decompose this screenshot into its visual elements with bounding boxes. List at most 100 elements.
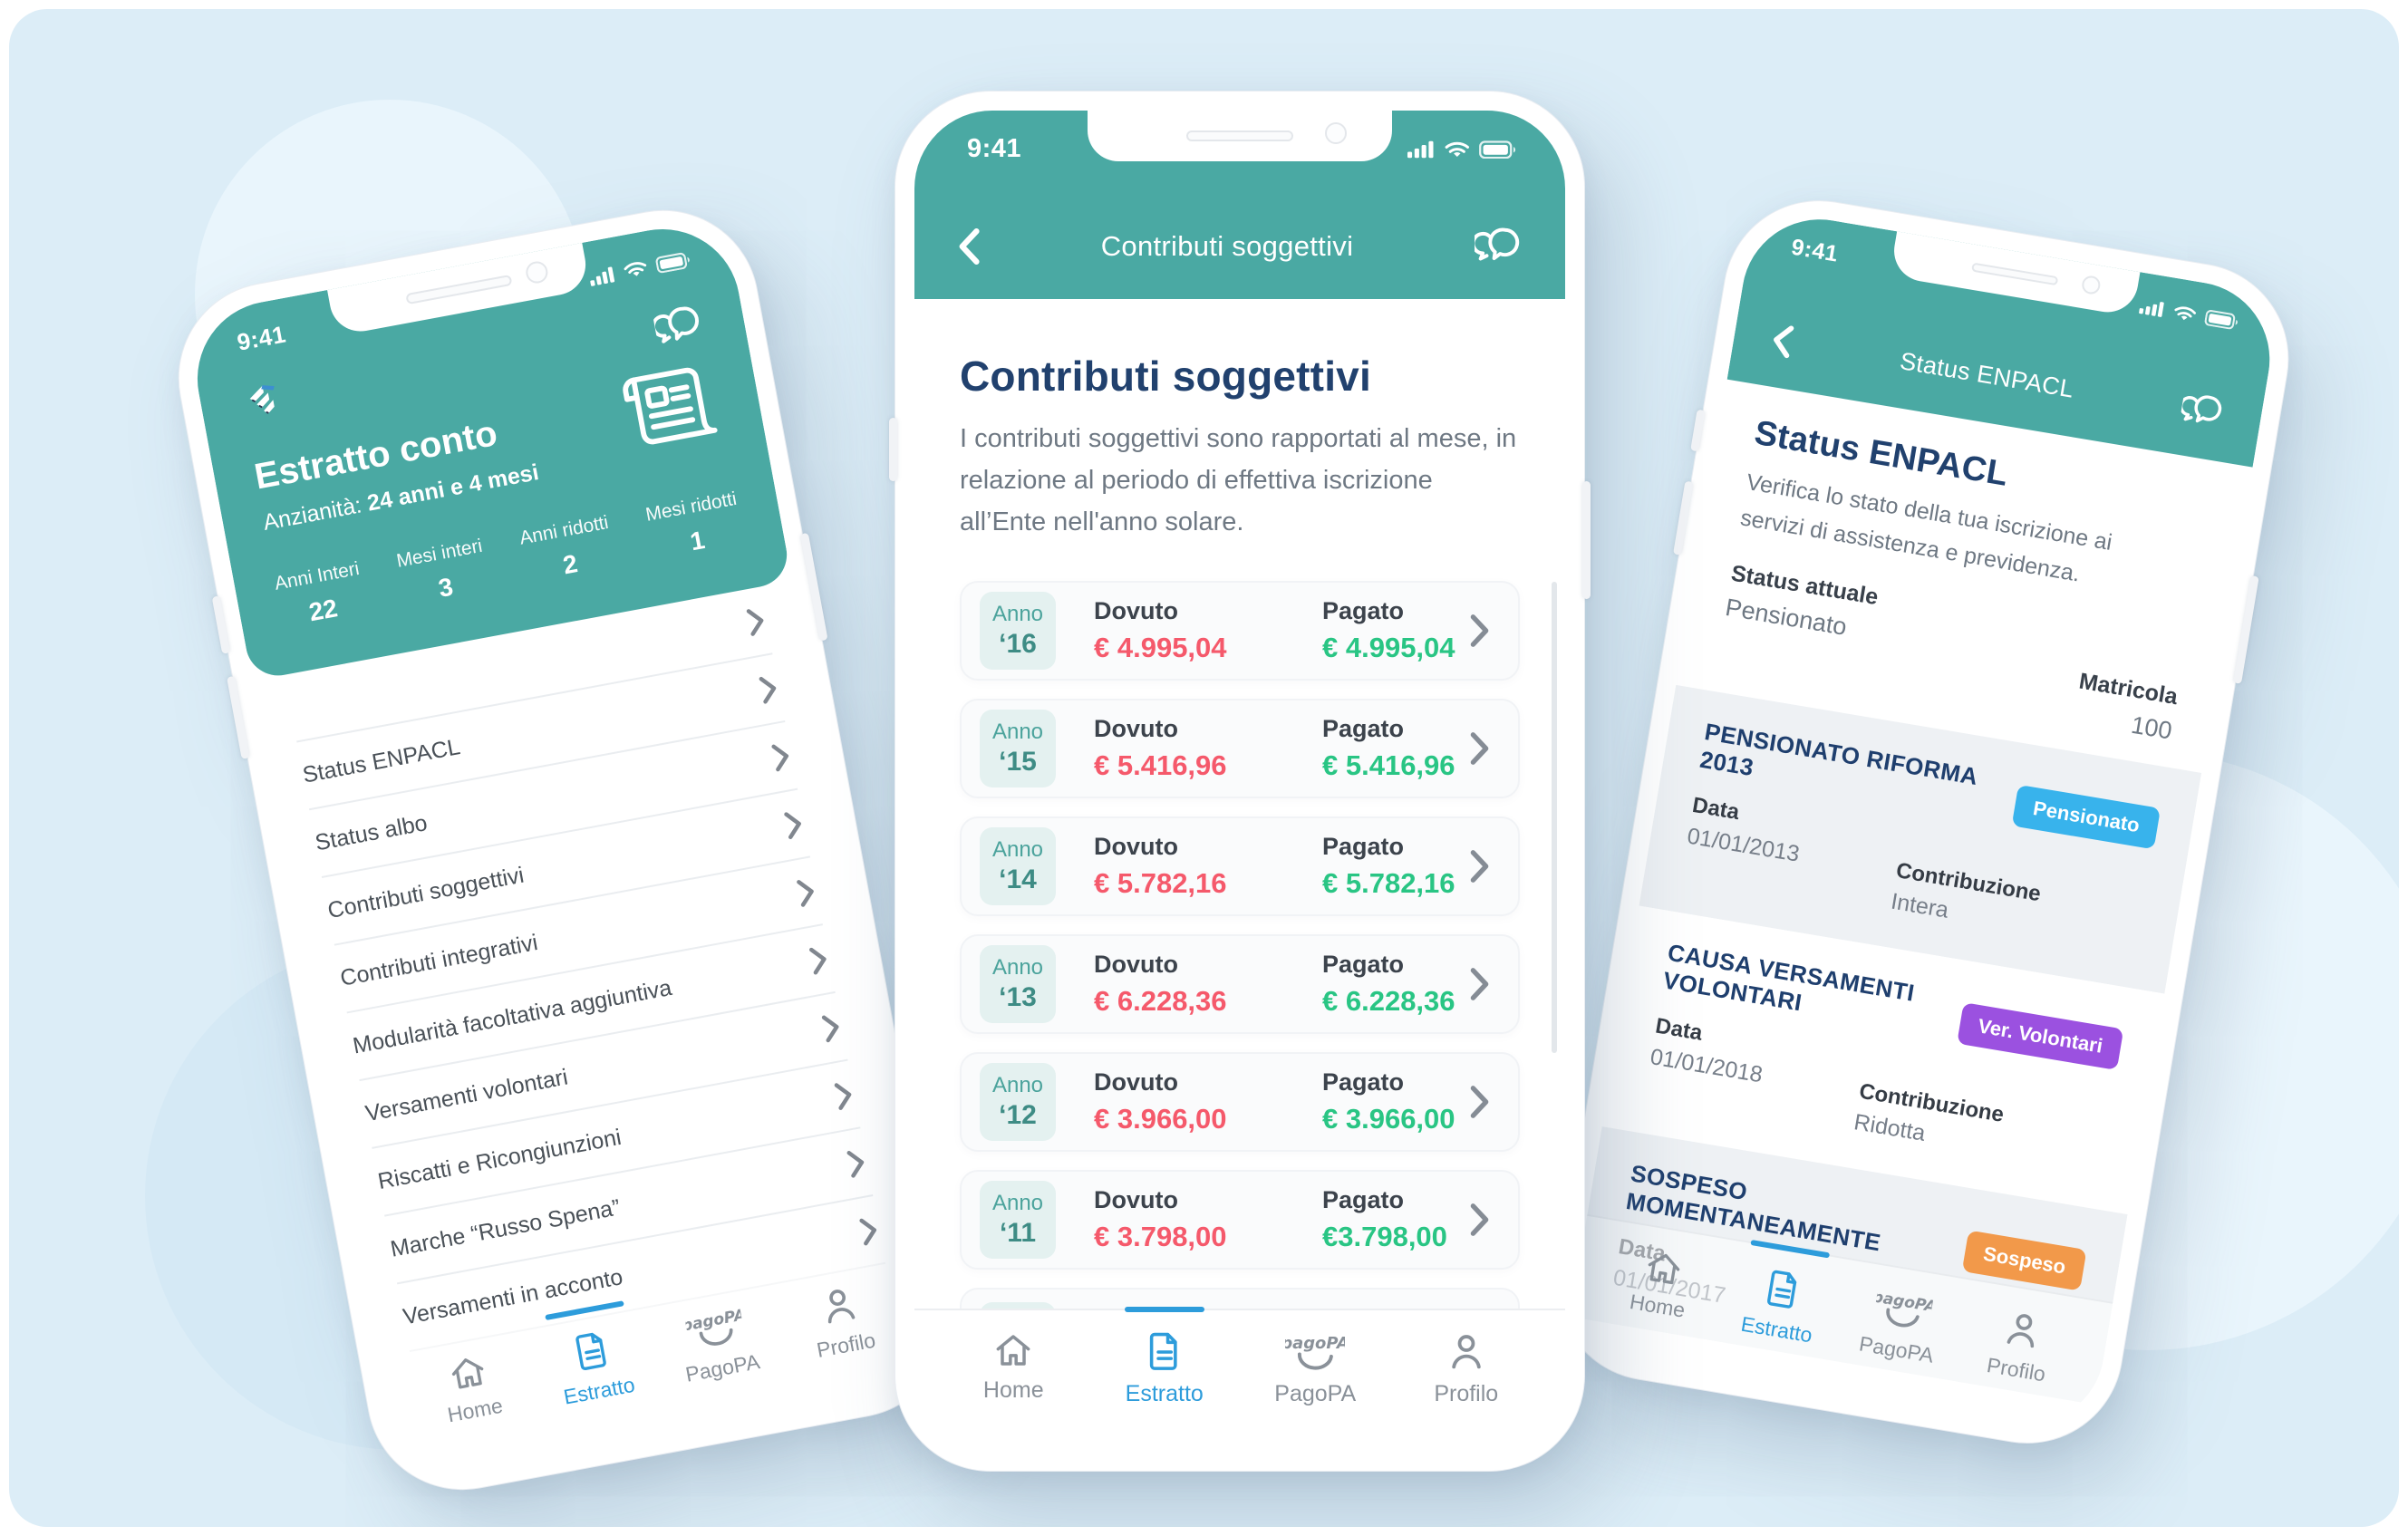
tab-home[interactable]: Home <box>400 1323 548 1480</box>
chevron-right-icon <box>794 876 818 908</box>
estratto-menu-list: Status ENPACL Status albo Contributi sog… <box>252 581 917 1358</box>
year-chip: Anno ‘11 <box>980 1181 1056 1260</box>
tab-label: Estratto <box>1125 1381 1204 1406</box>
signal-icon <box>587 266 615 286</box>
person-icon <box>822 1287 856 1324</box>
tab-label: PagoPA <box>1857 1331 1936 1367</box>
chevron-right-icon <box>1469 613 1491 648</box>
signal-icon <box>1407 140 1434 159</box>
pagato-column: Pagato € 5.782,16 <box>1322 833 1469 900</box>
background-panel: 9:41 Estratto conto <box>9 9 2399 1527</box>
tab-estratto[interactable]: Estratto <box>1708 1240 1851 1392</box>
contributions-list: Anno ‘16 Dovuto € 4.995,04 Pagato € 4.99… <box>960 581 1520 1343</box>
data-label: Data <box>1585 1425 1798 1436</box>
stat-label: Anni Interi <box>273 557 362 594</box>
anno-label: Anno <box>991 602 1044 627</box>
navigation-bar: Contributi soggettivi <box>914 194 1565 299</box>
chevron-right-icon <box>757 673 781 705</box>
document-icon <box>575 1331 607 1371</box>
contribution-row-2013[interactable]: Anno ‘13 Dovuto € 6.228,36 Pagato € 6.22… <box>960 934 1520 1035</box>
anno-label: Anno <box>991 1073 1044 1098</box>
anno-label: Anno <box>991 955 1044 981</box>
status-icons <box>1407 140 1516 159</box>
bottom-tab-bar: Home Estratto PagoPA Profilo <box>914 1309 1565 1452</box>
chevron-right-icon <box>1469 1085 1491 1119</box>
data-column: Data 01/01/2013 <box>1680 793 1903 914</box>
contribution-row-2015[interactable]: Anno ‘15 Dovuto € 5.416,96 Pagato € 5.41… <box>960 699 1520 799</box>
tab-label: Profilo <box>815 1328 877 1362</box>
tab-label: Estratto <box>561 1372 637 1409</box>
chevron-right-icon <box>1469 1203 1491 1237</box>
volume-button <box>889 418 897 481</box>
pagato-label: Pagato <box>1322 951 1405 979</box>
document-icon <box>1766 1270 1798 1309</box>
year-value: ‘13 <box>999 982 1037 1013</box>
tab-label: Profilo <box>1985 1353 2047 1386</box>
contribuzione-column: Contribuzione Ridotta <box>1852 1079 2006 1160</box>
mute-switch <box>1690 409 1706 452</box>
tab-pagopa[interactable]: PagoPA <box>646 1277 795 1434</box>
front-camera <box>2081 274 2103 295</box>
stat-mesi-interi: Mesi interi 3 <box>395 536 491 610</box>
pagato-column: Pagato € 6.228,36 <box>1322 951 1469 1018</box>
anno-label: Anno <box>991 1191 1044 1216</box>
chat-icon[interactable] <box>651 299 708 353</box>
year-value: ‘11 <box>999 1218 1037 1249</box>
tab-home[interactable]: Home <box>1588 1220 1730 1372</box>
chevron-right-icon <box>832 1079 856 1111</box>
dovuto-column: Dovuto € 3.798,00 <box>1094 1186 1322 1253</box>
contribution-row-2011[interactable]: Anno ‘11 Dovuto € 3.798,00 Pagato €3.798… <box>960 1170 1520 1270</box>
pagato-label: Pagato <box>1322 715 1405 743</box>
home-icon <box>1646 1251 1682 1285</box>
nav-title: Contributi soggettivi <box>1100 230 1354 262</box>
matricola-block: Matricola 100 <box>2071 668 2180 745</box>
tab-estratto[interactable]: Estratto <box>1089 1310 1241 1452</box>
stat-value: 1 <box>688 526 708 556</box>
contribution-row-2014[interactable]: Anno ‘14 Dovuto € 5.782,16 Pagato € 5.78… <box>960 816 1520 917</box>
volume-button <box>227 675 250 759</box>
front-camera <box>1324 122 1347 145</box>
scrollbar[interactable] <box>1552 582 1557 1053</box>
tab-profilo[interactable]: Profilo <box>1948 1280 2090 1432</box>
battery-icon <box>1479 140 1516 159</box>
speaker-grill <box>1971 262 2059 286</box>
status-time: 9:41 <box>967 134 1022 163</box>
pagato-value: € 6.228,36 <box>1322 985 1455 1018</box>
dovuto-label: Dovuto <box>1094 715 1178 743</box>
pagato-label: Pagato <box>1322 1186 1405 1214</box>
back-icon[interactable] <box>956 227 980 266</box>
dovuto-column: Dovuto € 6.228,36 <box>1094 951 1322 1018</box>
year-value: ‘15 <box>999 747 1037 778</box>
tab-profilo[interactable]: Profilo <box>1391 1310 1542 1452</box>
year-value: ‘12 <box>999 1100 1037 1131</box>
wifi-icon <box>623 260 649 279</box>
speaker-grill <box>1186 130 1293 141</box>
tab-home[interactable]: Home <box>938 1310 1089 1452</box>
chat-icon[interactable] <box>1475 224 1523 269</box>
chevron-right-icon <box>819 1011 844 1043</box>
tab-pagopa[interactable]: PagoPA <box>1828 1260 1970 1412</box>
year-chip: Anno ‘14 <box>980 827 1056 906</box>
tab-pagopa[interactable]: PagoPA <box>1240 1310 1391 1452</box>
page-description: I contributi soggettivi sono rapportati … <box>960 424 1517 536</box>
person-icon <box>2007 1312 2039 1348</box>
contribution-row-2016[interactable]: Anno ‘16 Dovuto € 4.995,04 Pagato € 4.99… <box>960 581 1520 681</box>
anno-label: Anno <box>991 837 1044 863</box>
stat-label: Mesi interi <box>394 535 484 572</box>
chevron-right-icon <box>857 1215 882 1247</box>
tab-estratto[interactable]: Estratto <box>523 1300 672 1457</box>
chat-icon[interactable] <box>2178 388 2229 434</box>
chevron-right-icon <box>781 808 806 840</box>
tab-label: Estratto <box>1739 1311 1814 1348</box>
tab-label: PagoPA <box>1274 1381 1357 1406</box>
person-icon <box>1452 1335 1481 1369</box>
contribution-row-2012[interactable]: Anno ‘12 Dovuto € 3.966,00 Pagato € 3.96… <box>960 1052 1520 1153</box>
chevron-right-icon <box>1469 849 1491 884</box>
wifi-icon <box>2172 304 2197 323</box>
list-item-label: Status albo <box>313 809 430 855</box>
year-value: ‘16 <box>999 629 1037 660</box>
back-icon[interactable] <box>1768 322 1795 359</box>
dovuto-column: Dovuto € 4.995,04 <box>1094 597 1322 664</box>
dovuto-column: Dovuto € 5.416,96 <box>1094 715 1322 782</box>
